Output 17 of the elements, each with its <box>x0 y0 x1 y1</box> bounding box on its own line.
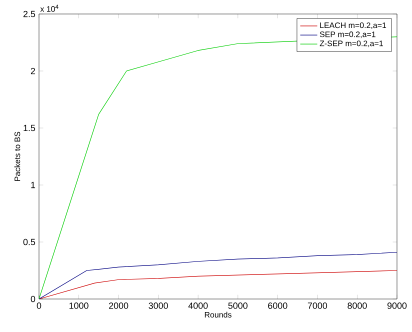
line-series <box>39 252 397 299</box>
x-tick-label: 6000 <box>268 302 288 309</box>
y-tick-label: 0 <box>30 296 36 302</box>
x-tick-label: 4000 <box>188 302 208 309</box>
x-tick-label: 8000 <box>348 302 367 309</box>
x-tick-label: 9000 <box>387 302 407 309</box>
y-tick-label: 2.5 <box>23 10 36 18</box>
y-tick-label: 2 <box>30 68 36 74</box>
y-tick-label: 1 <box>31 182 36 188</box>
y-tick-label: 0.5 <box>23 238 36 246</box>
x-tick-label: 3000 <box>148 302 168 309</box>
x-tick-label: 1000 <box>69 302 88 309</box>
x-tick-label: 0 <box>36 302 42 309</box>
y-tick-label: 1.5 <box>24 124 36 132</box>
x-tick-label: 7000 <box>308 302 328 309</box>
x-tick-label: 5000 <box>228 302 248 309</box>
x-tick-label: 2000 <box>109 302 128 309</box>
